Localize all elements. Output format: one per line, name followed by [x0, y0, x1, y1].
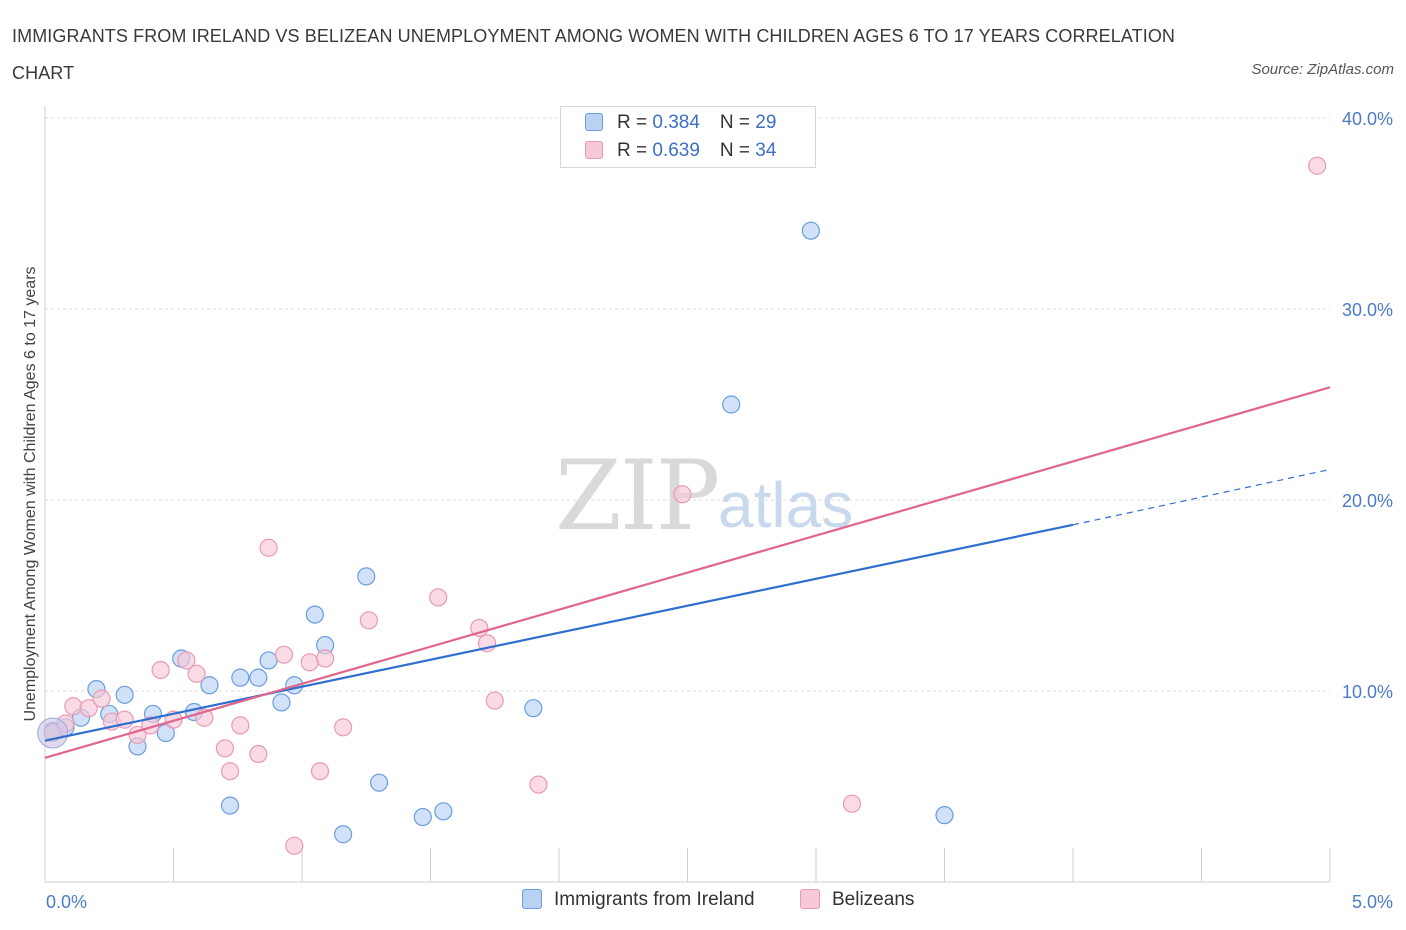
- x-tick-labels: 0.0% 5.0%: [46, 892, 1393, 912]
- watermark-zip: ZIP: [555, 440, 720, 552]
- legend-swatch-ireland-bottom: [522, 889, 542, 909]
- r-value: 0.384: [652, 112, 700, 133]
- ireland-point-11: [200, 676, 219, 695]
- ireland-trend-extension: [1072, 468, 1331, 526]
- stats-row-ireland: R = 0.384 N = 29: [585, 112, 776, 136]
- legend-item-ireland: Immigrants from Ireland: [522, 889, 755, 911]
- ireland-point-26: [722, 395, 741, 414]
- y-tick-label-1: 20.0%: [1342, 491, 1393, 511]
- x-tick-label-0: 0.0%: [46, 892, 87, 912]
- belizeans-point-32: [842, 794, 862, 813]
- ireland-point-16: [272, 693, 291, 712]
- ireland-trend-line: [44, 523, 1074, 742]
- r-label: R =: [617, 140, 653, 161]
- legend-swatch-belizeans-bottom: [800, 889, 820, 909]
- belizeans-point-21: [300, 653, 319, 672]
- belizeans-point-33: [1308, 156, 1327, 175]
- ireland-point-18: [305, 605, 324, 624]
- x-tick-marks: [173, 848, 1331, 882]
- belizeans-point-30: [529, 775, 548, 794]
- n-label: N =: [719, 112, 756, 133]
- ireland-point-21: [357, 567, 376, 586]
- belizeans-point-11: [177, 651, 196, 670]
- watermark-atlas: atlas: [718, 469, 854, 541]
- belizeans-point-16: [231, 716, 250, 735]
- ireland-point-20: [334, 825, 353, 844]
- r-label: R =: [617, 112, 653, 133]
- belizeans-point-23: [316, 649, 335, 668]
- belizeans-point-22: [310, 762, 330, 781]
- chart-source: Source: ZipAtlas.com: [1251, 61, 1394, 78]
- belizeans-point-9: [151, 660, 170, 680]
- ireland-point-22: [370, 773, 389, 792]
- ireland-point-12: [220, 796, 240, 815]
- ireland-point-8: [156, 723, 175, 743]
- legend-label-ireland: Immigrants from Ireland: [554, 889, 755, 910]
- belizeans-point-31: [673, 485, 692, 504]
- r-value: 0.639: [652, 140, 700, 161]
- legend-item-belizeans: Belizeans: [800, 889, 914, 911]
- belizeans-point-3: [79, 699, 98, 718]
- belizeans-point-25: [359, 611, 378, 630]
- y-tick-label-0: 10.0%: [1342, 682, 1393, 702]
- legend-label-belizeans: Belizeans: [832, 889, 915, 910]
- ireland-point-5: [115, 685, 134, 704]
- belizeans-point-20: [285, 836, 304, 855]
- belizeans-point-18: [259, 538, 278, 557]
- n-value: 34: [755, 140, 777, 161]
- belizeans-point-29: [485, 691, 504, 710]
- y-tick-label-3: 40.0%: [1342, 109, 1393, 129]
- ireland-point-15: [259, 651, 278, 670]
- belizeans-point-12: [187, 664, 206, 683]
- belizeans-point-24: [334, 718, 353, 737]
- y-axis-title: Unemployment Among Women with Children A…: [22, 266, 39, 721]
- legend-swatch-ireland: [585, 113, 603, 131]
- stats-row-belizeans: R = 0.639 N = 34: [585, 140, 776, 164]
- stats-legend: R = 0.384 N = 29 R = 0.639 N = 34: [560, 106, 816, 168]
- belizeans-point-19: [274, 645, 294, 664]
- data-points: [37, 156, 1327, 855]
- belizeans-point-17: [249, 744, 268, 764]
- y-tick-labels: 10.0% 20.0% 30.0% 40.0%: [1342, 109, 1393, 702]
- n-value: 29: [755, 112, 777, 133]
- n-label: N =: [719, 140, 756, 161]
- ireland-point-14: [249, 668, 268, 687]
- x-tick-label-1: 5.0%: [1352, 892, 1393, 912]
- belizeans-point-14: [215, 739, 234, 758]
- belizeans-point-4: [92, 689, 111, 708]
- trend-lines: [44, 386, 1331, 759]
- ireland-point-25: [524, 699, 543, 718]
- ireland-point-27: [801, 221, 820, 240]
- ireland-point-24: [434, 802, 453, 821]
- belizeans-point-15: [220, 762, 240, 781]
- y-tick-label-2: 30.0%: [1342, 300, 1393, 320]
- belizeans-point-2: [64, 697, 83, 716]
- belizeans-point-26: [429, 588, 448, 607]
- ireland-point-28: [935, 806, 954, 825]
- belizeans-trend-line: [44, 386, 1331, 759]
- ireland-point-23: [413, 807, 432, 827]
- ireland-point-13: [231, 668, 250, 687]
- legend-swatch-belizeans: [585, 141, 603, 159]
- chart-title: IMMIGRANTS FROM IRELAND VS BELIZEAN UNEM…: [12, 26, 1176, 83]
- origin-cluster-point: [37, 717, 69, 749]
